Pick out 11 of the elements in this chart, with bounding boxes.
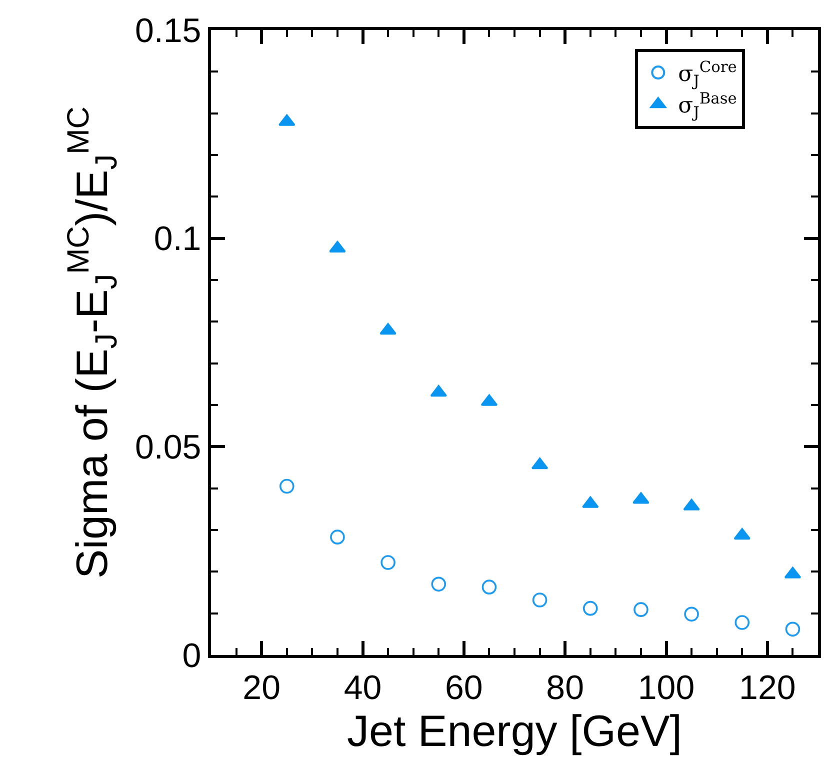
x-tick-label: 20 [242, 668, 280, 707]
x-tick-label: 100 [638, 668, 695, 707]
x-tick-label: 60 [445, 668, 483, 707]
x-tick-label: 80 [546, 668, 584, 707]
y-tick-label: 0 [182, 636, 202, 675]
x-axis-title: Jet Energy [GeV] [346, 706, 682, 756]
y-tick-label: 0.15 [135, 12, 202, 50]
y-tick-label: 0.1 [154, 220, 202, 258]
x-tick-label: 120 [739, 668, 796, 707]
y-tick-label: 0.05 [135, 428, 202, 467]
x-tick-label: 40 [344, 668, 382, 707]
